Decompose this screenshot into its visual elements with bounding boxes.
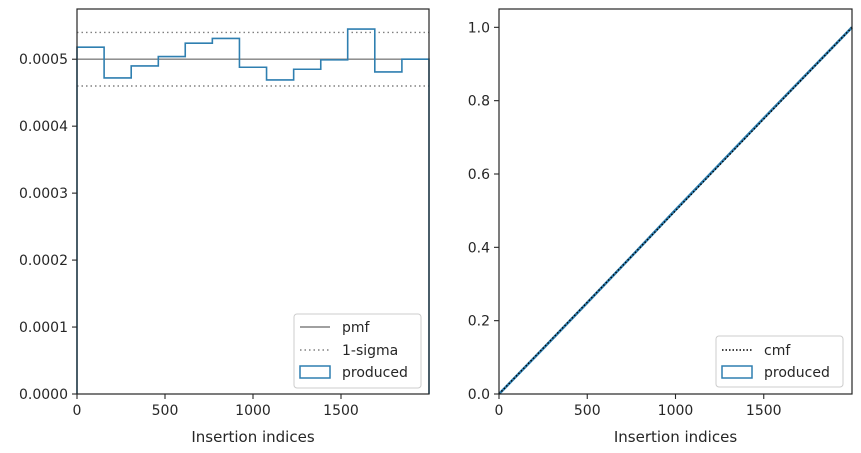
x-tick-label: 0 (495, 403, 504, 419)
y-tick-label: 0.6 (468, 167, 490, 183)
histogram-x-axis-label: Insertion indices (191, 428, 314, 446)
histogram-chart: 0 500 1000 1500 0.00000.00010.00020.00030.0… (19, 8, 430, 446)
cmf-plot-area (498, 26, 853, 395)
x-tick-label: 1500 (746, 403, 782, 419)
cmf-chart: 0 500 1000 1500 0.0 0.2 0.4 0.6 0.8 1.0 Insertio… (468, 8, 853, 446)
x-tick-label: 1000 (658, 403, 694, 419)
x-tick-label: 1000 (235, 403, 271, 419)
produced-histogram-step (76, 28, 430, 394)
x-tick-label: 500 (574, 403, 601, 419)
y-tick-label: 0.0000 (19, 387, 68, 403)
x-tick-label: 500 (152, 403, 179, 419)
legend-produced-swatch (721, 365, 753, 379)
legend-produced-label: produced (764, 365, 830, 381)
y-tick-label: 0.0004 (19, 119, 68, 135)
cmf-x-ticks: 0 500 1000 1500 (495, 394, 782, 419)
y-tick-label: 1.0 (468, 20, 490, 36)
cmf-y-ticks: 0.0 0.2 0.4 0.6 0.8 1.0 (468, 20, 499, 403)
y-tick-label: 0.0 (468, 387, 490, 403)
histogram-legend: pmf 1-sigma produced (293, 313, 422, 389)
y-tick-label: 0.0003 (19, 186, 68, 202)
cmf-legend: cmf produced (715, 335, 844, 388)
y-tick-label: 0.2 (468, 314, 490, 330)
x-tick-label: 1500 (323, 403, 359, 419)
histogram-plot-area (76, 28, 430, 394)
cmf-x-axis-label: Insertion indices (614, 428, 737, 446)
legend-cmf-label: cmf (764, 343, 791, 359)
y-tick-label: 0.4 (468, 240, 490, 256)
y-tick-label: 0.8 (468, 94, 490, 110)
legend-produced-swatch (299, 365, 331, 379)
y-tick-label: 0.0005 (19, 52, 68, 68)
legend-pmf-label: pmf (342, 320, 371, 336)
cmf-line (498, 26, 853, 395)
legend-produced-label: produced (342, 365, 408, 381)
y-tick-label: 0.0002 (19, 253, 68, 269)
histogram-x-ticks: 0 500 1000 1500 (73, 394, 359, 419)
histogram-y-ticks: 0.0000 0.0001 0.0002 0.0003 0.0004 0.0005 (19, 52, 77, 403)
y-tick-label: 0.0001 (19, 320, 68, 336)
legend-sigma-label: 1-sigma (342, 343, 398, 359)
x-tick-label: 0 (73, 403, 82, 419)
